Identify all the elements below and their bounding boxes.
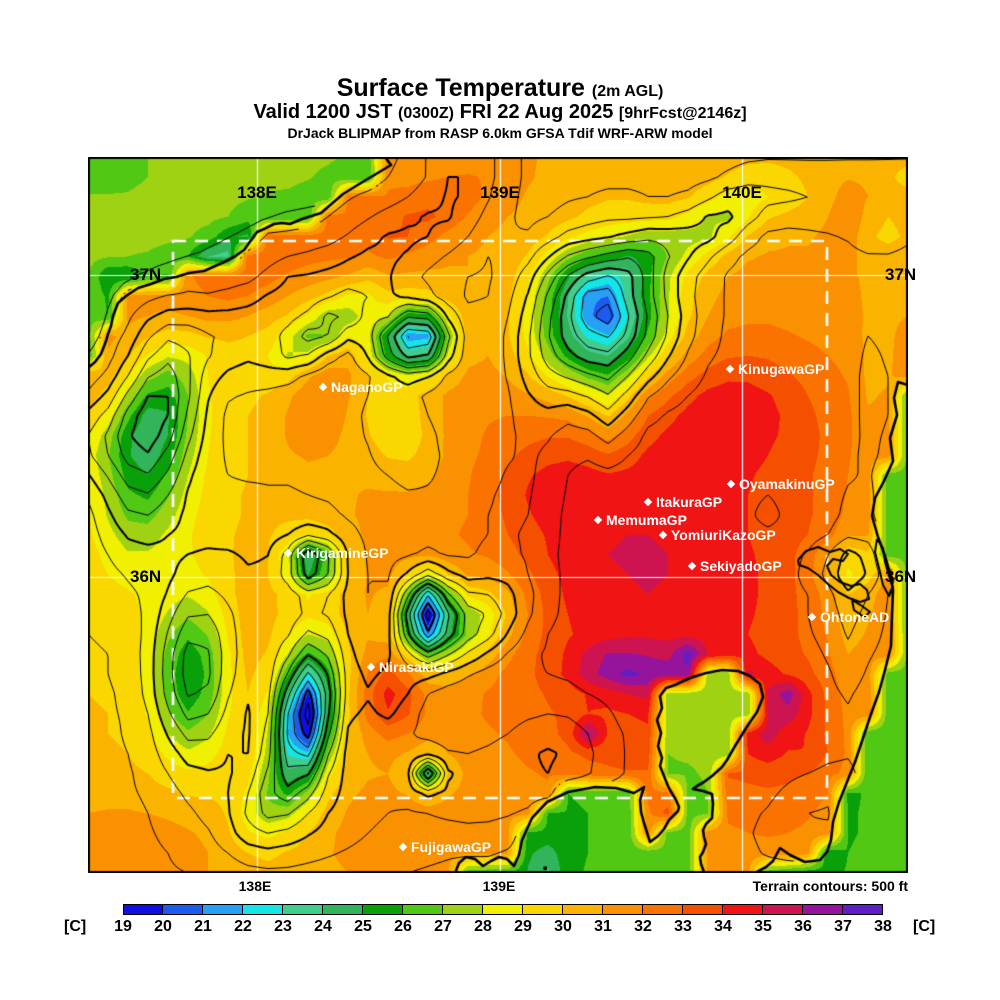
valid-date: FRI 22 Aug 2025 <box>459 101 614 123</box>
bottom-tick-label: 139E <box>482 878 516 894</box>
colorbar-segment <box>803 904 843 915</box>
map-area[interactable]: 138E 139E 140E 37N 37N 36N 36N NaganoGP Kinugawa… <box>88 157 916 873</box>
valid-line: Valid 1200 JST (0300Z) FRI 22 Aug 2025 [… <box>0 101 1000 124</box>
parallel-label-right: 37N <box>885 265 917 284</box>
map-title: Surface Temperature (2m AGL) <box>0 74 1000 103</box>
bottom-tick-label: 138E <box>238 878 272 894</box>
parallel-label-left: 37N <box>130 265 162 284</box>
colorbar-segment <box>523 904 563 915</box>
colorbar-segment <box>723 904 763 915</box>
station-label: OyamakinuGP <box>739 476 835 492</box>
colorbar-segment <box>363 904 403 915</box>
colorbar-segment <box>283 904 323 915</box>
station-label: NirasakiGP <box>379 659 454 675</box>
colorbar-segment <box>243 904 283 915</box>
valid-time: Valid 1200 JST <box>253 101 393 123</box>
model-line: DrJack BLIPMAP from RASP 6.0km GFSA Tdif… <box>287 125 713 141</box>
colorbar-value: 21 <box>194 918 212 935</box>
colorbar-segment <box>123 904 163 915</box>
colorbar-unit-right: [C] <box>913 918 936 935</box>
colorbar-value: 29 <box>514 918 532 935</box>
title-agl: (2m AGL) <box>591 83 664 100</box>
colorbar-segment <box>163 904 203 915</box>
station-label: MemumaGP <box>606 512 687 528</box>
colorbar-value: 33 <box>674 918 692 935</box>
meridian-label: 140E <box>722 183 762 202</box>
colorbar-segment <box>443 904 483 915</box>
station-label: SekiyadoGP <box>700 558 782 574</box>
colorbar-value: 19 <box>114 918 132 935</box>
colorbar-segment <box>483 904 523 915</box>
title-main: Surface Temperature <box>336 74 585 102</box>
meridian-label: 139E <box>480 183 520 202</box>
meridian-label: 138E <box>237 183 277 202</box>
colorbar-segment <box>763 904 803 915</box>
station-label: YomiuriKazoGP <box>671 527 776 543</box>
colorbar-value: 31 <box>594 918 612 935</box>
colorbar-segment <box>203 904 243 915</box>
colorbar-value: 22 <box>234 918 252 935</box>
colorbar-segment <box>403 904 443 915</box>
colorbar-segment <box>843 904 883 915</box>
colorbar-value: 24 <box>314 918 332 935</box>
colorbar-value: 38 <box>874 918 892 935</box>
station-label: NaganoGP <box>331 379 403 395</box>
station-label: KinugawaGP <box>738 361 825 377</box>
station-label: KirigamineGP <box>296 545 389 561</box>
colorbar-value: 35 <box>754 918 772 935</box>
parallel-label-left: 36N <box>130 567 162 586</box>
colorbar-value: 28 <box>474 918 492 935</box>
colorbar-segment <box>643 904 683 915</box>
parallel-label-right: 36N <box>885 567 917 586</box>
colorbar-value: 25 <box>354 918 372 935</box>
colorbar-value: 36 <box>794 918 812 935</box>
colorbar-value: 23 <box>274 918 292 935</box>
station-label: FujigawaGP <box>411 839 492 855</box>
station-label: OhtoneAD <box>820 609 890 625</box>
colorbar: 19 20 21 22 23 24 25 26 27 28 29 30 31 32 33 34 35 36 37 38… <box>64 904 943 944</box>
colorbar-segment <box>563 904 603 915</box>
colorbar-value: 26 <box>394 918 412 935</box>
temperature-map-canvas <box>88 157 908 873</box>
station-label: ItakuraGP <box>656 494 723 510</box>
colorbar-value: 20 <box>154 918 172 935</box>
valid-utc: (0300Z) <box>397 105 455 122</box>
colorbar-segment <box>683 904 723 915</box>
colorbar-value: 27 <box>434 918 452 935</box>
forecast-tag: [9hrFcst@2146z] <box>618 105 747 122</box>
colorbar-unit-left: [C] <box>64 918 87 935</box>
colorbar-value: 30 <box>554 918 572 935</box>
colorbar-value: 32 <box>634 918 652 935</box>
terrain-note: Terrain contours: 500 ft <box>752 878 908 894</box>
colorbar-segment <box>323 904 363 915</box>
colorbar-value: 37 <box>834 918 852 935</box>
colorbar-segment <box>603 904 643 915</box>
colorbar-value: 34 <box>714 918 732 935</box>
